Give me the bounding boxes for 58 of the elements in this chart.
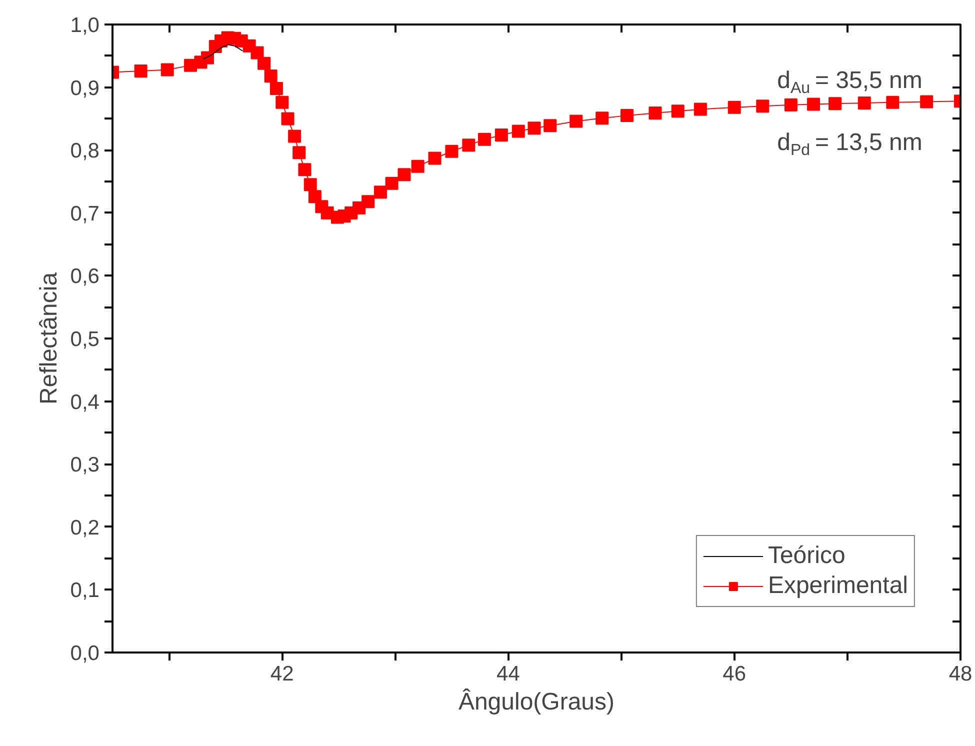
point (292, 146, 306, 160)
y-tick-label: 0,5 (70, 328, 100, 351)
point (411, 160, 424, 173)
point (250, 46, 264, 60)
point (807, 98, 820, 111)
point (570, 114, 583, 128)
point (494, 128, 508, 142)
point (694, 102, 707, 116)
point (264, 69, 278, 82)
point (756, 100, 770, 113)
point (270, 82, 283, 96)
y-tick-label: 0,4 (70, 390, 100, 414)
y-tick-label: 1,0 (70, 14, 100, 37)
point (512, 124, 525, 138)
point (134, 64, 148, 78)
legend-label: Experimental (768, 572, 908, 600)
y-tick-label: 0,6 (70, 265, 100, 288)
y-tick-label: 0,7 (70, 202, 100, 226)
point (620, 109, 634, 122)
y-tick-label: 0,3 (70, 454, 100, 477)
x-tick-label: 48 (948, 662, 972, 686)
point (920, 95, 934, 108)
x-tick-label: 42 (270, 662, 294, 686)
point (374, 186, 387, 199)
y-axis-title: Reflectância (35, 272, 62, 405)
point (828, 97, 842, 110)
x-axis-title: Ângulo(Graus) (458, 688, 615, 716)
x-tick-label: 44 (496, 662, 520, 686)
point (528, 122, 541, 135)
point (362, 195, 375, 208)
point (304, 178, 317, 192)
y-tick-label: 0,1 (70, 579, 100, 602)
point (544, 119, 557, 132)
legend-label: Teórico (768, 542, 846, 570)
point (445, 144, 458, 158)
point (462, 138, 476, 152)
point (728, 100, 741, 114)
point (398, 168, 411, 182)
point (648, 106, 662, 120)
point (596, 112, 609, 125)
y-tick-label: 0,9 (70, 76, 100, 100)
point (428, 152, 442, 165)
point (276, 96, 289, 109)
point (886, 96, 900, 109)
point (858, 96, 871, 110)
point (298, 163, 312, 176)
y-tick-label: 0,8 (70, 140, 100, 163)
point (281, 112, 294, 126)
point (385, 176, 398, 190)
x-tick-label: 46 (722, 662, 746, 686)
point (288, 130, 302, 143)
y-tick-label: 0,0 (70, 642, 100, 665)
point (784, 98, 798, 112)
point (160, 63, 174, 76)
point (258, 56, 271, 70)
point (478, 132, 491, 146)
point (671, 104, 684, 118)
y-tick-label: 0,2 (70, 516, 100, 540)
